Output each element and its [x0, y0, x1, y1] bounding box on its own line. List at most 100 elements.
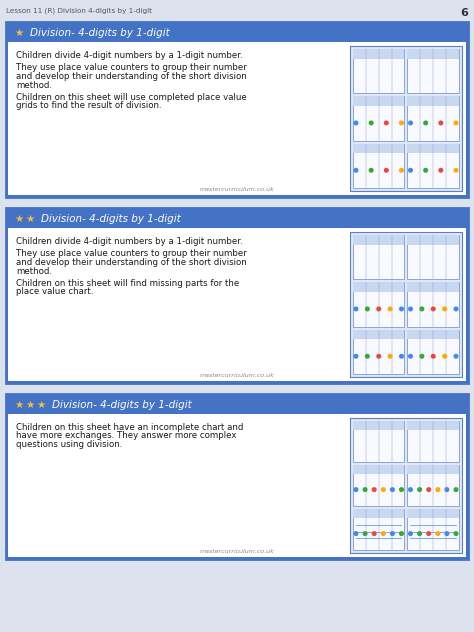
Circle shape — [354, 488, 358, 492]
Circle shape — [388, 355, 392, 358]
Circle shape — [384, 169, 388, 172]
Text: mastercurriculum.co.uk: mastercurriculum.co.uk — [200, 549, 274, 554]
Circle shape — [377, 307, 381, 311]
Bar — [6, 394, 468, 414]
Bar — [353, 143, 404, 154]
Text: Lesson 11 (R) Division 4-digits by 1-digit: Lesson 11 (R) Division 4-digits by 1-dig… — [6, 8, 152, 15]
Circle shape — [454, 532, 458, 535]
Circle shape — [365, 355, 369, 358]
Circle shape — [391, 488, 394, 492]
Bar — [6, 394, 468, 559]
Text: Division- 4-digits by 1-digit: Division- 4-digits by 1-digit — [41, 214, 181, 224]
Circle shape — [384, 121, 388, 125]
Circle shape — [388, 307, 392, 311]
Circle shape — [409, 355, 412, 358]
Bar — [353, 143, 404, 188]
Circle shape — [439, 169, 443, 172]
Circle shape — [409, 169, 412, 172]
Circle shape — [400, 355, 403, 358]
Bar — [353, 509, 404, 518]
Text: Children divide 4-digit numbers by a 1-digit number.: Children divide 4-digit numbers by a 1-d… — [16, 51, 243, 60]
Circle shape — [418, 532, 421, 535]
Bar — [353, 509, 404, 550]
Circle shape — [445, 488, 449, 492]
Text: ★: ★ — [25, 400, 34, 410]
Circle shape — [369, 169, 373, 172]
Bar — [408, 465, 459, 474]
Text: and develop their understanding of the short division: and develop their understanding of the s… — [16, 72, 247, 81]
Text: 6: 6 — [460, 8, 468, 18]
Text: method.: method. — [16, 80, 52, 90]
Bar — [408, 421, 459, 430]
Circle shape — [369, 121, 373, 125]
Bar — [353, 421, 404, 430]
Circle shape — [377, 355, 381, 358]
Circle shape — [373, 532, 376, 535]
Circle shape — [439, 121, 443, 125]
Circle shape — [454, 169, 458, 172]
Bar — [353, 283, 404, 327]
Bar — [6, 208, 468, 228]
Bar — [6, 208, 468, 383]
Bar — [353, 49, 404, 59]
Bar — [353, 421, 404, 462]
Circle shape — [443, 355, 447, 358]
Bar — [408, 235, 459, 279]
Text: place value chart.: place value chart. — [16, 288, 93, 296]
Text: have more exchanges. They answer more complex: have more exchanges. They answer more co… — [16, 432, 237, 441]
Circle shape — [409, 307, 412, 311]
Bar — [408, 330, 459, 374]
Bar — [408, 465, 459, 506]
Bar — [350, 46, 462, 191]
Bar — [353, 465, 404, 506]
Text: Division- 4-digits by 1-digit: Division- 4-digits by 1-digit — [52, 400, 192, 410]
Bar — [353, 330, 404, 374]
Bar — [6, 22, 468, 42]
Bar — [8, 42, 466, 195]
Text: ★: ★ — [36, 400, 45, 410]
Circle shape — [354, 169, 358, 172]
Bar — [408, 49, 459, 94]
Circle shape — [363, 532, 367, 535]
Bar — [408, 421, 459, 462]
Text: Division- 4-digits by 1-digit: Division- 4-digits by 1-digit — [30, 28, 170, 38]
Bar — [353, 96, 404, 141]
Circle shape — [382, 488, 385, 492]
Text: mastercurriculum.co.uk: mastercurriculum.co.uk — [200, 187, 274, 192]
Circle shape — [400, 307, 403, 311]
Text: Children on this sheet will find missing parts for the: Children on this sheet will find missing… — [16, 279, 239, 288]
Text: and develop their understanding of the short division: and develop their understanding of the s… — [16, 258, 247, 267]
Circle shape — [400, 121, 403, 125]
Circle shape — [400, 169, 403, 172]
Circle shape — [354, 307, 358, 311]
Bar — [408, 235, 459, 245]
Circle shape — [436, 532, 439, 535]
Bar — [353, 235, 404, 279]
Bar — [353, 465, 404, 474]
Circle shape — [354, 121, 358, 125]
Circle shape — [427, 532, 430, 535]
Circle shape — [382, 532, 385, 535]
Text: They use place value counters to group their number: They use place value counters to group t… — [16, 250, 247, 258]
Bar — [408, 96, 459, 141]
Bar — [408, 509, 459, 550]
Circle shape — [454, 355, 458, 358]
Text: ★: ★ — [25, 214, 34, 224]
Bar — [350, 418, 462, 553]
Bar — [408, 49, 459, 59]
Bar — [408, 143, 459, 154]
Bar — [408, 283, 459, 292]
Circle shape — [400, 488, 403, 492]
Text: ★: ★ — [14, 214, 23, 224]
Text: method.: method. — [16, 267, 52, 276]
Bar — [408, 509, 459, 518]
Bar — [353, 235, 404, 245]
Circle shape — [424, 121, 428, 125]
Text: mastercurriculum.co.uk: mastercurriculum.co.uk — [200, 373, 274, 378]
Circle shape — [454, 488, 458, 492]
Circle shape — [400, 532, 403, 535]
Circle shape — [409, 532, 412, 535]
Circle shape — [427, 488, 430, 492]
Circle shape — [354, 355, 358, 358]
Text: Children on this sheet will use completed place value: Children on this sheet will use complete… — [16, 93, 247, 102]
